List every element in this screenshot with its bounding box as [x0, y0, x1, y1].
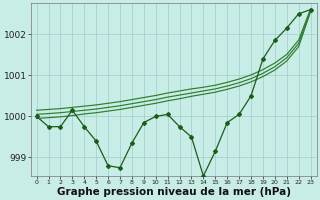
X-axis label: Graphe pression niveau de la mer (hPa): Graphe pression niveau de la mer (hPa)	[57, 187, 291, 197]
